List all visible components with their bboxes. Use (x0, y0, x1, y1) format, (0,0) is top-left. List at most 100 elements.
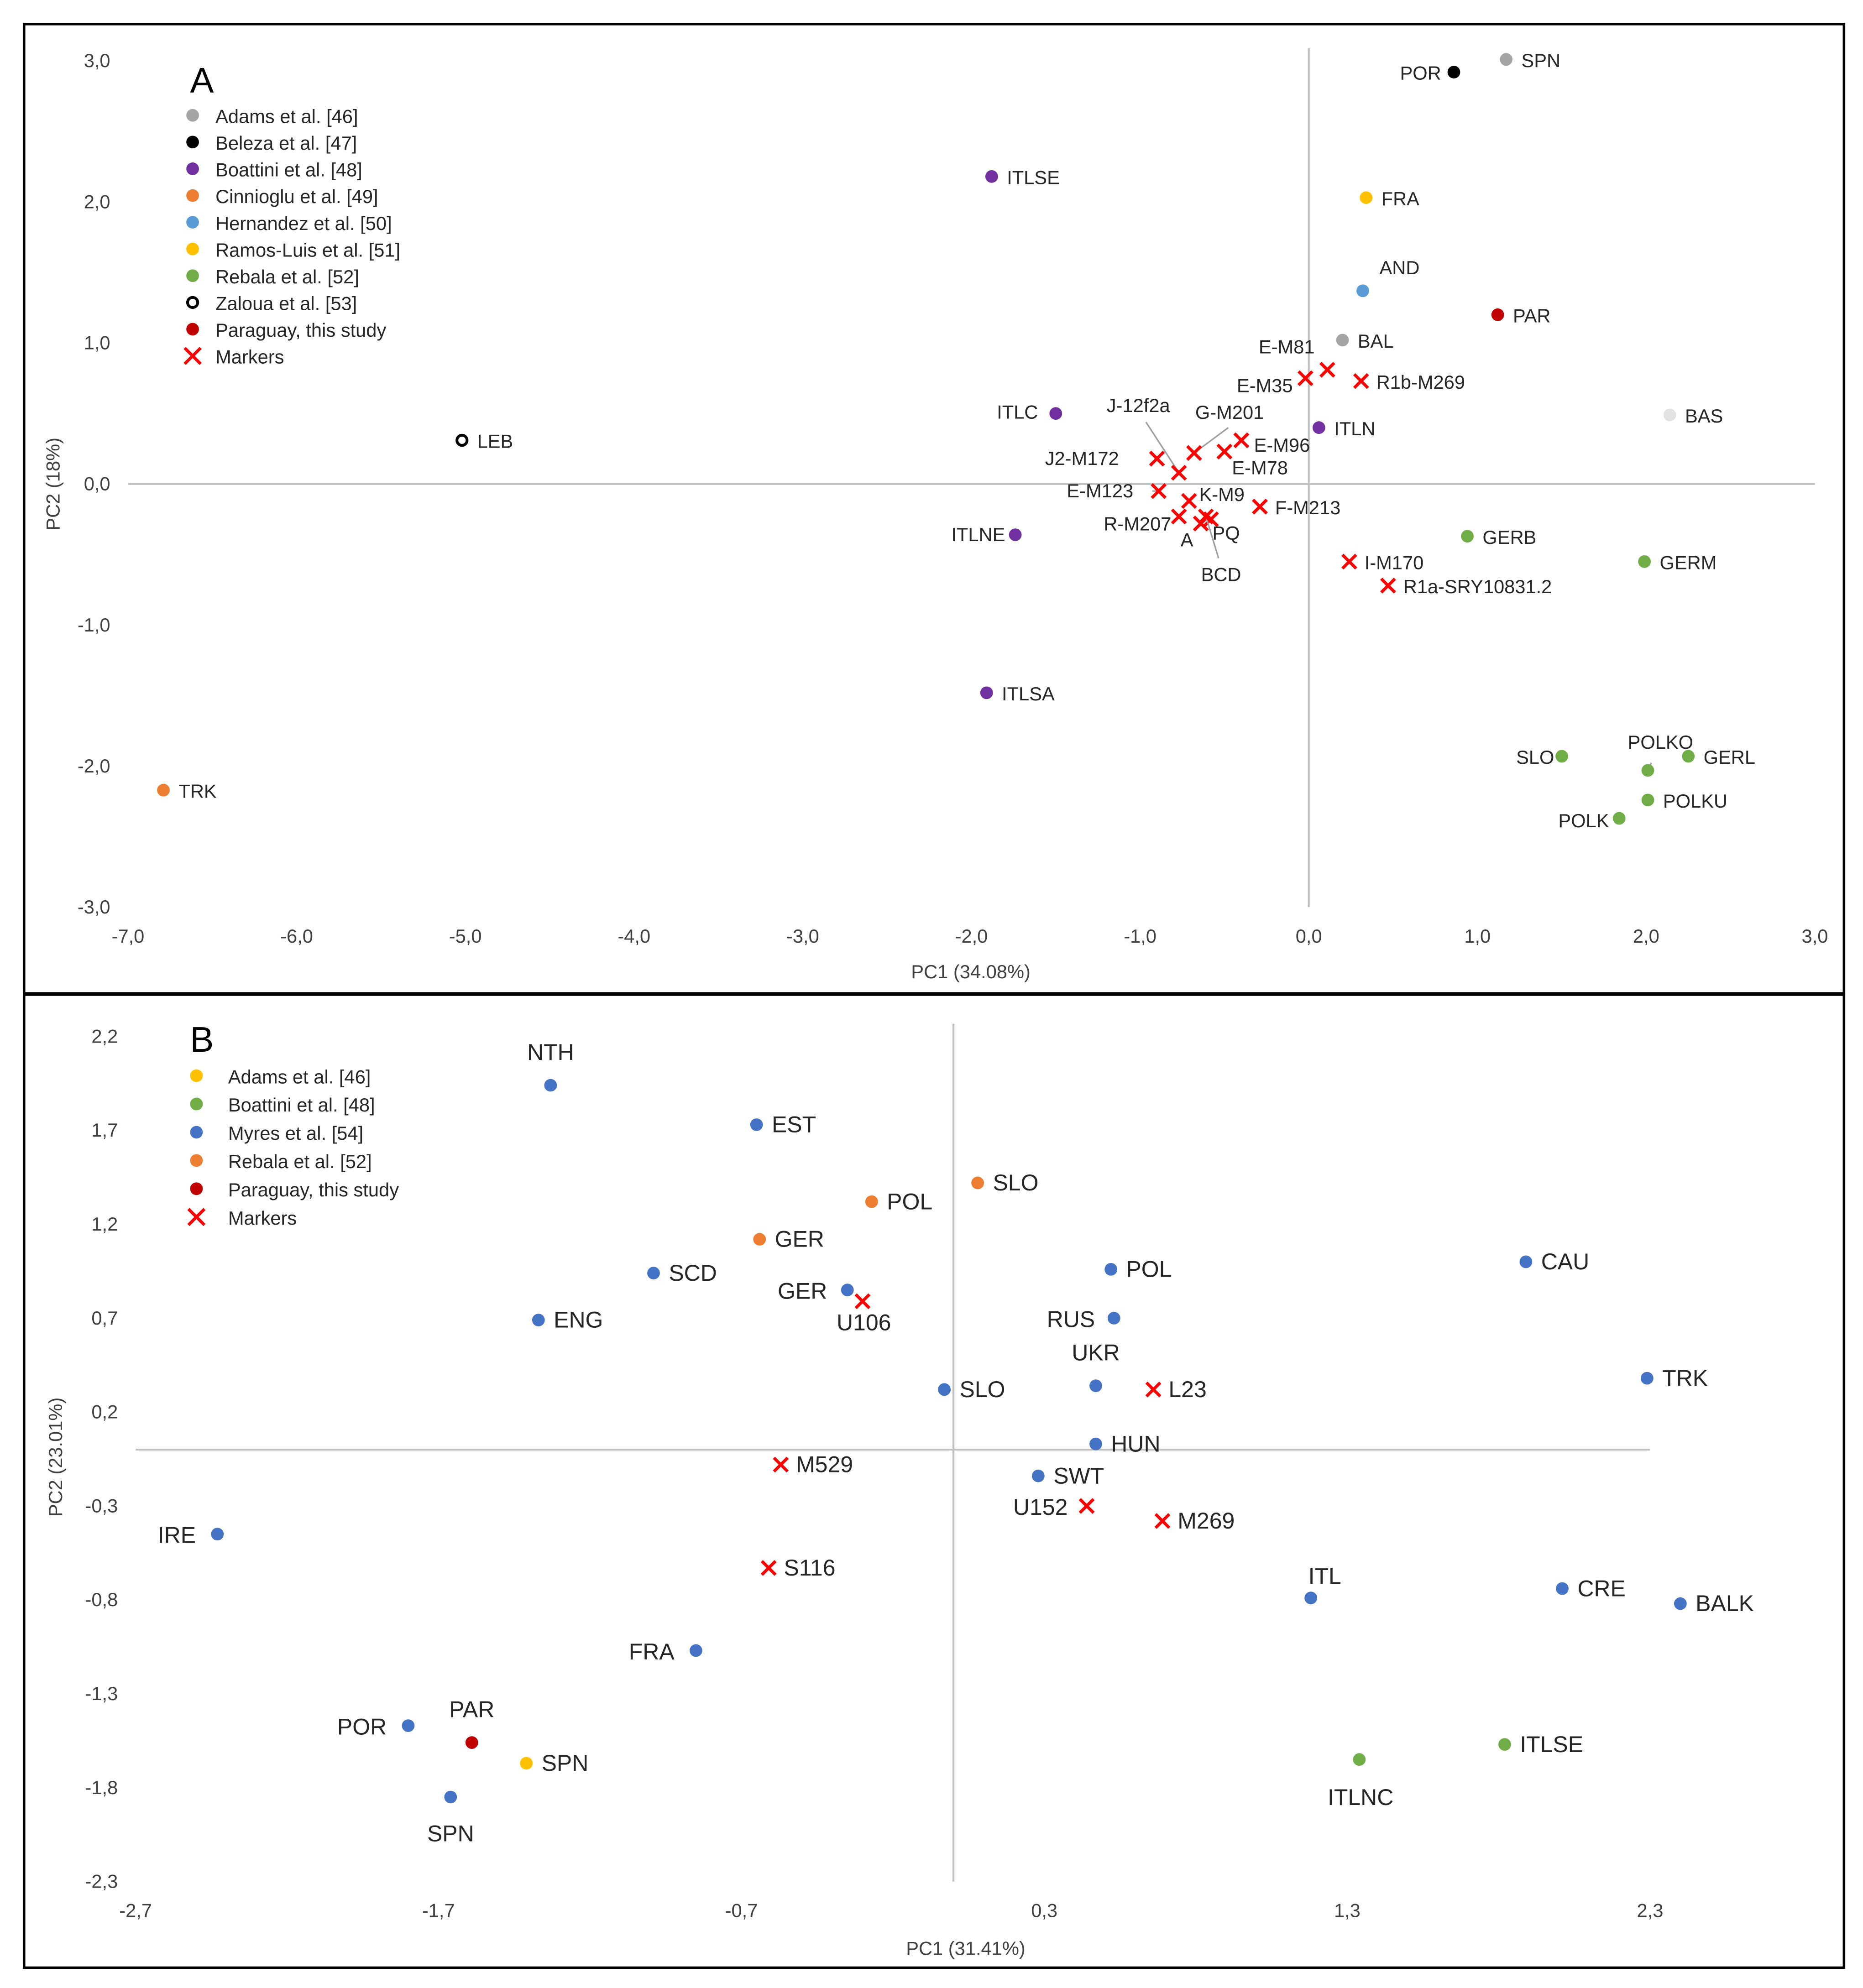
point-label: GER (778, 1278, 827, 1304)
point-label: GERM (1660, 552, 1717, 574)
x-tick-label: 1,3 (1334, 1899, 1361, 1921)
point-label: PAR (1513, 305, 1551, 326)
legend-label: Paraguay, this study (228, 1179, 399, 1200)
marker-r1b-m269 (1353, 373, 1369, 389)
cross-stroke (1145, 1381, 1162, 1398)
y-tick-label: 0,2 (91, 1401, 118, 1423)
cross-stroke (1186, 445, 1202, 461)
point-label: S116 (784, 1555, 836, 1581)
panel-a-xlabel: PC1 (34.08%) (911, 961, 1031, 982)
point-label: POLKO (1628, 731, 1694, 753)
y-tick-label: -0,3 (85, 1495, 118, 1516)
cross-stroke (1203, 511, 1219, 527)
point-label: ITLN (1334, 418, 1375, 439)
legend-marker-dot (186, 162, 199, 175)
legend-label: Myres et al. [54] (228, 1122, 363, 1144)
point-label: E-M78 (1232, 457, 1288, 479)
y-tick-label: -1,3 (85, 1683, 118, 1704)
y-tick-label: 1,7 (91, 1119, 118, 1141)
cross-stroke (760, 1560, 777, 1576)
point-label: U106 (837, 1310, 891, 1336)
population-point-bas (1663, 408, 1676, 422)
x-tick-label: 0,0 (1296, 925, 1322, 947)
point-label: SPN (542, 1750, 589, 1776)
population-point-itl (1304, 1591, 1318, 1605)
population-point-itlse (1498, 1738, 1511, 1751)
point-label: CAU (1541, 1249, 1590, 1274)
marker-e-m78 (1216, 444, 1233, 460)
population-point-pol (1104, 1263, 1118, 1276)
y-tick-label: -2,0 (78, 755, 110, 777)
point-label: BAS (1685, 405, 1723, 427)
point-label: A (1181, 529, 1193, 550)
x-tick-label: -5,0 (449, 925, 482, 947)
marker-u152 (1078, 1498, 1095, 1514)
population-point-polko (1641, 764, 1654, 777)
point-label: HUN (1111, 1431, 1160, 1456)
point-label: R1b-M269 (1376, 371, 1465, 393)
cross-stroke (1319, 362, 1335, 378)
population-point-cau (1519, 1255, 1533, 1268)
population-point-ukr (1089, 1379, 1102, 1392)
point-label: POLKU (1663, 790, 1727, 812)
legend-label: Rebala et al. [52] (228, 1151, 372, 1172)
panel-b-ylabel: PC2 (23.01%) (45, 1398, 66, 1517)
y-tick-label: -0,8 (85, 1589, 118, 1610)
population-point-ire (211, 1528, 224, 1541)
panel-b-title: B (190, 1020, 214, 1059)
point-label: F-M213 (1275, 497, 1340, 518)
legend-label: Hernandez et al. [50] (215, 213, 392, 234)
point-label: SCD (669, 1260, 717, 1286)
population-point-itlse (985, 170, 998, 183)
marker-r-m207 (1171, 508, 1187, 525)
cross-stroke (1154, 1513, 1171, 1529)
y-tick-label: 2,2 (91, 1025, 118, 1047)
marker-e-m123 (1151, 483, 1167, 499)
legend-label: Adams et al. [46] (228, 1066, 371, 1087)
point-label: IRE (158, 1523, 196, 1548)
legend-marker-dot (186, 109, 199, 122)
population-point-itlne (1009, 528, 1022, 541)
cross-stroke (1181, 493, 1197, 509)
marker-j2-m172 (1149, 450, 1165, 467)
population-point-eng (532, 1314, 545, 1326)
leader-line (1205, 516, 1219, 559)
marker-g-m201 (1186, 445, 1202, 461)
cross-stroke (1216, 444, 1233, 460)
legend-label: Cinnioglu et al. [49] (215, 186, 378, 207)
point-label: POR (337, 1714, 387, 1740)
point-label: POLK (1558, 810, 1609, 831)
population-point-spn (1500, 53, 1512, 66)
population-point-fra (1360, 191, 1373, 204)
y-tick-label: 3,0 (84, 50, 110, 71)
panel-b-plot: -2,7 -1,7 -0,7 0,3 1,3 2,3 2,2 1,7 1,2 0,7 0,2 -0,3… (85, 1023, 1754, 1921)
legend-marker-ring (186, 296, 199, 309)
population-point-slo (938, 1383, 951, 1396)
point-label: POR (1400, 63, 1441, 84)
population-point-itln (1312, 421, 1325, 434)
y-tick-label: 1,2 (91, 1213, 118, 1235)
legend-marker-dot (186, 216, 199, 229)
population-point-est (750, 1118, 763, 1131)
point-label: FRA (1382, 188, 1420, 209)
legend-label: Markers (215, 346, 284, 368)
population-point-swt (1031, 1469, 1045, 1482)
point-label: LEB (477, 431, 513, 452)
population-point-par (1491, 308, 1504, 321)
cross-stroke (773, 1456, 789, 1473)
legend-label: Boattini et al. [48] (215, 159, 362, 181)
x-tick-label: 1,0 (1464, 925, 1491, 947)
x-tick-label: -0,7 (725, 1899, 758, 1921)
cross-stroke (1353, 373, 1369, 389)
y-tick-label: 0,0 (84, 473, 110, 495)
population-point-fra (690, 1644, 702, 1657)
population-point-gerl (1682, 750, 1695, 763)
x-tick-label: -3,0 (786, 925, 819, 947)
population-point-trk (157, 783, 170, 797)
cross-stroke (183, 347, 202, 365)
point-label: SLO (993, 1170, 1038, 1195)
legend-label: Rebala et al. [52] (215, 266, 359, 287)
legend-label: Markers (228, 1207, 297, 1229)
point-label: SPN (1521, 50, 1560, 71)
x-tick-label: -2,0 (955, 925, 988, 947)
